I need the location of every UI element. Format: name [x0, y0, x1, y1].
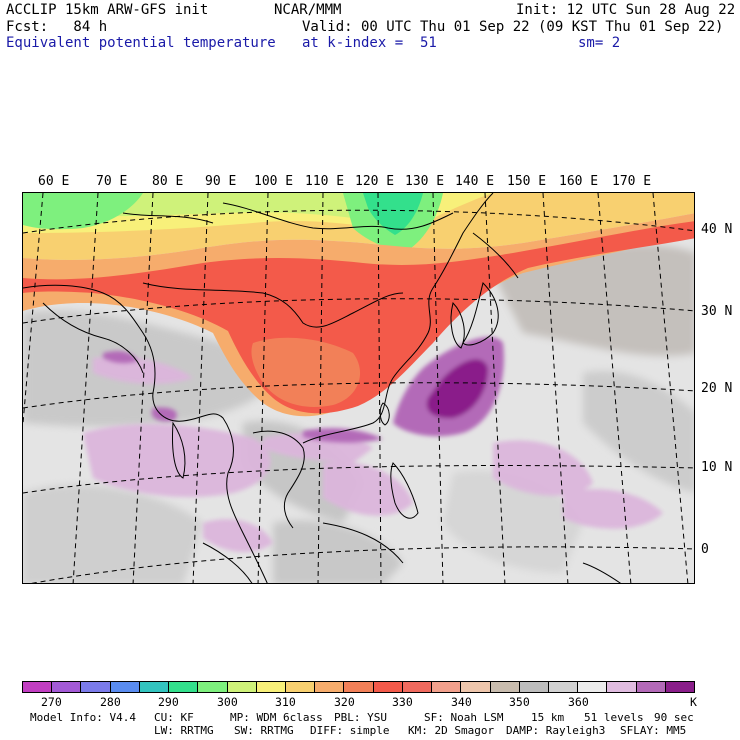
longitude-label: 150 E: [507, 174, 547, 189]
tropical-purple-patches: [83, 356, 663, 553]
org-label: NCAR/MMM: [274, 2, 342, 18]
colorbar-swatch: [665, 682, 695, 692]
model-info-cu: CU: KF: [154, 711, 194, 724]
model-info-km: KM: 2D Smagor: [408, 724, 495, 737]
colorbar-swatch: [636, 682, 666, 692]
coastlines: [23, 193, 621, 583]
longitude-label: 80 E: [152, 174, 184, 189]
forecast-hour: Fcst: 84 h: [6, 19, 108, 35]
longitude-label: 100 E: [254, 174, 294, 189]
colorbar-unit: K: [690, 695, 697, 709]
colorbar-tick-label: 330: [392, 695, 413, 709]
model-info-sf: SF: Noah LSM: [424, 711, 504, 724]
level-index: at k-index = 51: [302, 35, 437, 51]
pacific-purple-core: [103, 337, 504, 443]
model-info-diff: DIFF: simple: [310, 724, 390, 737]
latitude-label: 0: [701, 542, 709, 557]
colorbar-tick-label: 320: [334, 695, 355, 709]
model-info-resolution: 15 km: [531, 711, 565, 724]
colorbar-swatch: [110, 682, 140, 692]
equivalent-potential-temperature-map: [23, 193, 694, 583]
colorbar-swatch: [607, 682, 637, 692]
latitude-label: 30 N: [701, 304, 733, 319]
colorbar-tick-label: 350: [509, 695, 530, 709]
longitude-label: 90 E: [205, 174, 237, 189]
colorbar-swatch: [198, 682, 228, 692]
latitude-label: 40 N: [701, 222, 733, 237]
field-name: Equivalent potential temperature: [6, 35, 276, 51]
longitude-label: 60 E: [38, 174, 70, 189]
valid-time: Valid: 00 UTC Thu 01 Sep 22 (09 KST Thu …: [302, 19, 724, 35]
colorbar-tick-label: 270: [41, 695, 62, 709]
model-title: ACCLIP 15km ARW-GFS init: [6, 2, 209, 18]
longitude-label: 70 E: [96, 174, 128, 189]
longitude-label: 140 E: [455, 174, 495, 189]
longitude-label: 160 E: [559, 174, 599, 189]
model-info-pbl: PBL: YSU: [334, 711, 387, 724]
longitude-label: 110 E: [305, 174, 345, 189]
model-info-version: Model Info: V4.4: [30, 711, 136, 724]
model-info-mp: MP: WDM 6class: [230, 711, 323, 724]
model-info-levels: 51 levels: [584, 711, 644, 724]
colorbar-swatch: [578, 682, 608, 692]
model-info-lw: LW: RRTMG: [154, 724, 214, 737]
colorbar-swatch: [227, 682, 257, 692]
latitude-label: 10 N: [701, 460, 733, 475]
colorbar-swatch: [402, 682, 433, 692]
model-info-sflay: SFLAY: MM5: [620, 724, 687, 737]
colorbar-tick-label: 280: [100, 695, 121, 709]
colorbar-swatch: [315, 682, 345, 692]
longitude-label: 130 E: [405, 174, 445, 189]
latitude-label: 20 N: [701, 381, 733, 396]
continental-theta-e-bands: [23, 193, 694, 417]
colorbar: [22, 681, 695, 693]
colorbar-tick-label: 360: [568, 695, 589, 709]
colorbar-swatch: [169, 682, 199, 692]
model-info-timestep: 90 sec: [654, 711, 694, 724]
colorbar-swatch: [344, 682, 374, 692]
graticule: [23, 193, 694, 583]
model-info-sw: SW: RRTMG: [234, 724, 294, 737]
colorbar-swatch: [52, 682, 82, 692]
colorbar-tick-label: 310: [275, 695, 296, 709]
colorbar-swatch: [490, 682, 520, 692]
model-info-damp: DAMP: Rayleigh3: [506, 724, 606, 737]
colorbar-swatch: [432, 682, 462, 692]
colorbar-tick-label: 300: [217, 695, 238, 709]
colorbar-swatch: [81, 682, 111, 692]
colorbar-swatch: [548, 682, 579, 692]
longitude-label: 170 E: [612, 174, 652, 189]
colorbar-swatch: [519, 682, 549, 692]
colorbar-swatch: [285, 682, 316, 692]
colorbar-swatch: [373, 682, 403, 692]
smoothing: sm= 2: [578, 35, 621, 51]
colorbar-swatch: [256, 682, 286, 692]
init-time: Init: 12 UTC Sun 28 Aug 22: [516, 2, 736, 18]
longitude-label: 120 E: [355, 174, 395, 189]
map-panel: [22, 192, 695, 584]
colorbar-swatch: [23, 682, 53, 692]
colorbar-tick-label: 290: [158, 695, 179, 709]
colorbar-swatch: [139, 682, 170, 692]
colorbar-tick-label: 340: [451, 695, 472, 709]
colorbar-swatch: [461, 682, 491, 692]
